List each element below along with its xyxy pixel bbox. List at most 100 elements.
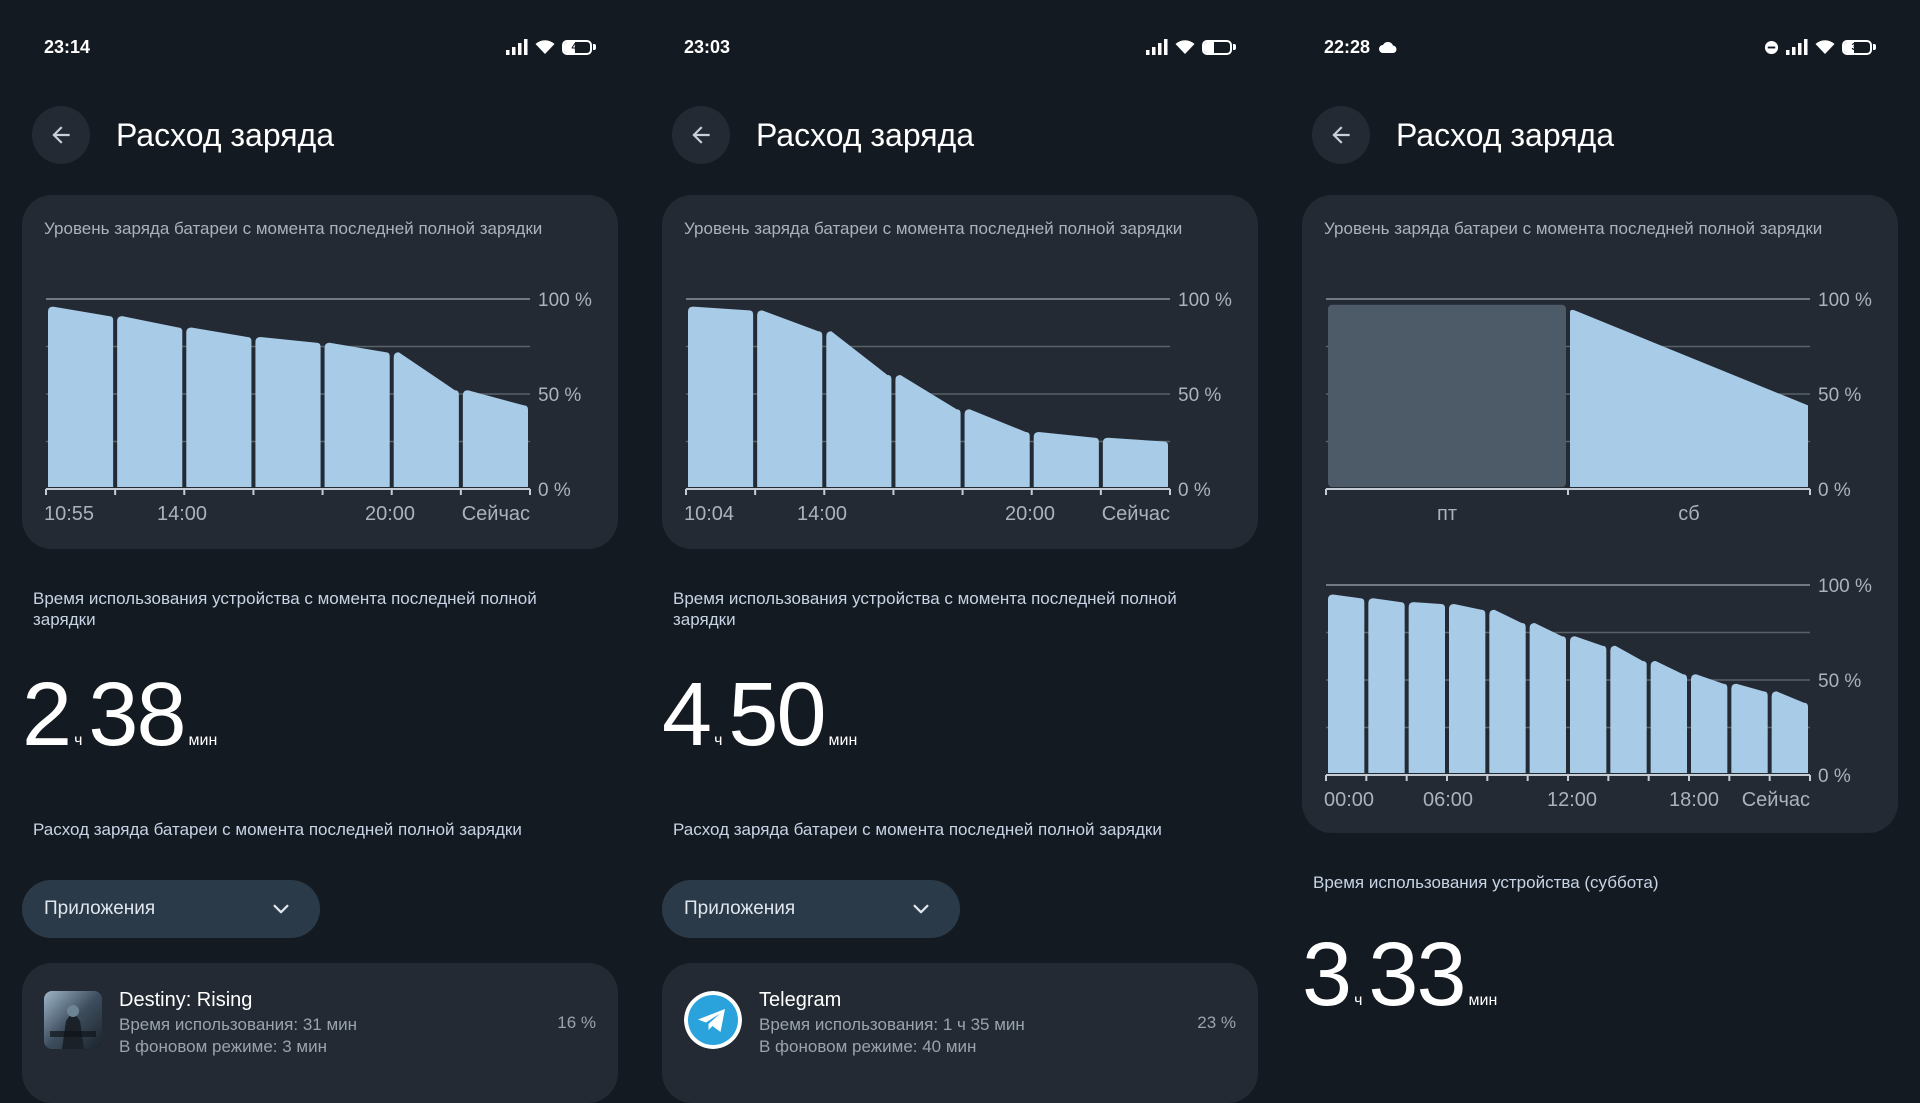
battery-area-segment — [1368, 598, 1405, 773]
y-tick-label: 100 % — [1818, 576, 1872, 597]
battery-area-segment — [688, 306, 754, 487]
battery-area-segment — [1102, 437, 1168, 487]
chart-caption: Уровень заряда батареи с момента последн… — [1324, 219, 1823, 238]
app-list-item[interactable]: Destiny: Rising Время использования: 31 … — [22, 963, 618, 1103]
y-tick-label: 50 % — [1178, 385, 1221, 406]
wifi-icon — [1175, 40, 1195, 54]
y-tick-label: 0 % — [1818, 766, 1851, 787]
status-time: 23:14 — [44, 36, 91, 57]
x-tick-label: 10:04 — [684, 503, 734, 525]
chart-caption: Уровень заряда батареи с момента последн… — [44, 219, 543, 238]
battery-level-card: Уровень заряда батареи с момента последн… — [22, 195, 618, 549]
x-tick-label: 14:00 — [797, 503, 847, 525]
usage-caption: Время использования устройства (суббота) — [1313, 873, 1659, 892]
apps-dropdown[interactable]: Приложения — [662, 880, 960, 938]
usage-time: 4 ч 50 мин — [662, 670, 863, 760]
x-tick-label: 00:00 — [1324, 789, 1374, 811]
arrow-back-icon — [692, 126, 710, 144]
chevron-down-icon — [273, 904, 289, 914]
x-tick-label: 20:00 — [1005, 503, 1055, 525]
status-time: 23:03 — [684, 36, 731, 57]
battery-area-segment — [1570, 309, 1808, 487]
x-tick-label: Сейчас — [1102, 503, 1170, 525]
page-title: Расход заряда — [116, 116, 335, 153]
usage-minutes: 50 — [728, 665, 826, 765]
arrow-back-icon — [52, 126, 70, 144]
battery-area-segment — [1328, 594, 1365, 773]
arrow-back-icon — [1332, 126, 1350, 144]
battery-level-days-chart: 100 % 50 % 0 % пт сб — [1325, 290, 1872, 525]
x-tick-label: 20:00 — [365, 503, 415, 525]
dropdown-label: Приложения — [684, 898, 796, 919]
page-title: Расход заряда — [756, 116, 975, 153]
battery-level-chart: 100 % 50 % 0 % 10:55 14:00 20:00 Сейчас — [44, 290, 592, 525]
app-list-item[interactable]: Telegram Время использования: 1 ч 35 мин… — [662, 963, 1258, 1103]
battery-area-segment — [48, 306, 114, 487]
usage-hours: 2 — [22, 665, 72, 765]
back-button[interactable] — [32, 106, 90, 164]
screen-1: 23:14 44 Расход заряда Уровень заряда ба… — [0, 0, 640, 1103]
battery-icon: 38 — [1842, 39, 1872, 55]
y-tick-label: 100 % — [538, 290, 592, 311]
consumption-caption: Расход заряда батареи с момента последне… — [33, 820, 522, 839]
app-usage-time: Время использования: 31 мин — [119, 1015, 358, 1034]
app-percent: 16 % — [557, 1013, 596, 1032]
battery-area-segment — [1731, 683, 1768, 773]
battery-icon — [1202, 39, 1232, 55]
usage-hours-unit: ч — [1354, 992, 1363, 1009]
x-tick-label: Сейчас — [1742, 789, 1810, 811]
usage-hours: 3 — [1302, 925, 1352, 1025]
chart-caption: Уровень заряда батареи с момента последн… — [684, 219, 1183, 238]
usage-hours-unit: ч — [714, 732, 723, 749]
y-tick-label: 0 % — [1818, 480, 1851, 501]
usage-minutes-unit: мин — [1468, 992, 1498, 1009]
status-time: 22:28 — [1324, 36, 1371, 57]
x-tick-label: пт — [1437, 503, 1457, 525]
screen-3: 22:28 38 Расход заряда Уровень заряда ба… — [1280, 0, 1920, 1080]
battery-level-card: Уровень заряда батареи с момента последн… — [1302, 195, 1898, 833]
app-background-time: В фоновом режиме: 3 мин — [119, 1037, 327, 1056]
apps-dropdown[interactable]: Приложения — [22, 880, 320, 938]
signal-icon — [1146, 39, 1168, 55]
x-tick-label: 18:00 — [1669, 789, 1719, 811]
x-tick-label: 06:00 — [1423, 789, 1473, 811]
y-tick-label: 100 % — [1818, 290, 1872, 311]
header: Расход заряда — [1312, 106, 1614, 164]
signal-icon — [1786, 39, 1808, 55]
battery-level-chart: 100 % 50 % 0 % 10:04 14:00 20:00 Сейчас — [684, 290, 1232, 525]
usage-caption: Время использования устройства с момента… — [673, 589, 1177, 629]
battery-area-segment — [324, 342, 390, 487]
battery-area-segment — [964, 409, 1030, 487]
status-bar: 23:03 — [684, 34, 1236, 60]
usage-time: 3 ч 33 мин — [1302, 930, 1503, 1020]
cloud-icon — [1379, 42, 1397, 53]
battery-area-segment — [1691, 674, 1728, 773]
battery-area-segment — [1610, 645, 1647, 773]
battery-area-segment — [462, 390, 528, 487]
usage-hours: 4 — [662, 665, 712, 765]
battery-percent: 38 — [1851, 41, 1863, 53]
y-tick-label: 50 % — [1818, 385, 1861, 406]
battery-area-segment — [1033, 432, 1099, 487]
telegram-icon — [684, 991, 742, 1049]
battery-area-segment — [393, 352, 459, 487]
app-usage-time: Время использования: 1 ч 35 мин — [759, 1015, 1025, 1034]
back-button[interactable] — [672, 106, 730, 164]
usage-minutes-unit: мин — [828, 732, 858, 749]
do-not-disturb-icon — [1764, 40, 1779, 54]
battery-icon: 44 — [562, 39, 592, 55]
battery-area-segment — [117, 316, 183, 487]
signal-icon — [506, 39, 528, 55]
page-title: Расход заряда — [1396, 116, 1615, 153]
app-background-time: В фоновом режиме: 40 мин — [759, 1037, 977, 1056]
y-tick-label: 50 % — [1818, 671, 1861, 692]
usage-minutes: 33 — [1368, 925, 1466, 1025]
battery-area-segment — [1650, 661, 1687, 773]
battery-area-segment — [826, 331, 892, 487]
usage-minutes: 38 — [88, 665, 186, 765]
back-button[interactable] — [1312, 106, 1370, 164]
y-tick-label: 100 % — [1178, 290, 1232, 311]
battery-percent: 44 — [571, 41, 583, 53]
app-percent: 23 % — [1197, 1013, 1236, 1032]
destiny-app-icon — [44, 991, 102, 1049]
